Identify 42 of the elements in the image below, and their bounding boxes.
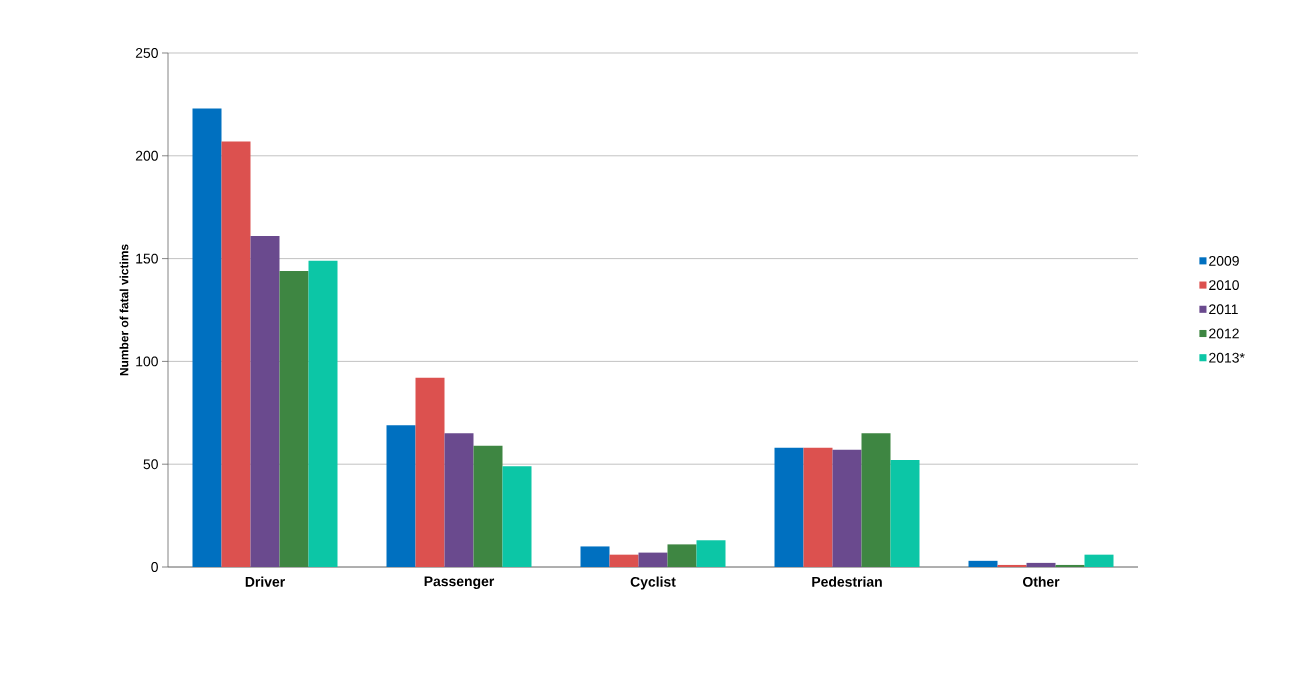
legend-label: 2011 [1209,304,1238,315]
bar [1084,554,1114,567]
y-axis-title: Number of fatal victims [119,244,129,376]
legend-label: 2013* [1209,352,1245,363]
legend-label: 2010 [1209,280,1239,291]
x-tick-label: Other [1022,576,1060,587]
bar [696,540,726,567]
legend-label: 2012 [1209,328,1239,339]
bar [638,552,668,567]
y-tick-label: 100 [136,356,158,367]
bar [580,546,610,567]
x-tick-label: Cyclist [630,576,676,590]
bar [1026,562,1056,567]
bar [221,141,251,567]
y-tick-label: 0 [151,562,158,572]
bar [803,447,833,567]
bar [308,260,338,567]
x-tick-label: Driver [245,576,285,587]
bar [861,433,891,567]
y-tick-label: 250 [135,48,158,58]
legend-label: 2009 [1209,255,1239,266]
bar [473,445,503,567]
bar [609,554,639,567]
bar [502,466,532,567]
y-tick-label: 150 [136,253,158,264]
bar [444,433,474,567]
bar [386,425,416,567]
y-tick-label: 200 [135,150,158,161]
bar [968,560,998,567]
y-tick-label: 50 [143,459,158,470]
bar [832,449,862,567]
bar [667,544,697,567]
bar [279,270,309,567]
bar [415,377,445,567]
bar [192,108,222,567]
bar [890,460,920,567]
bar [774,447,804,567]
x-tick-label: Pedestrian [812,576,882,587]
bar [997,564,1027,567]
x-tick-label: Passenger [424,576,495,590]
bar [250,235,280,567]
bar [1055,564,1085,567]
